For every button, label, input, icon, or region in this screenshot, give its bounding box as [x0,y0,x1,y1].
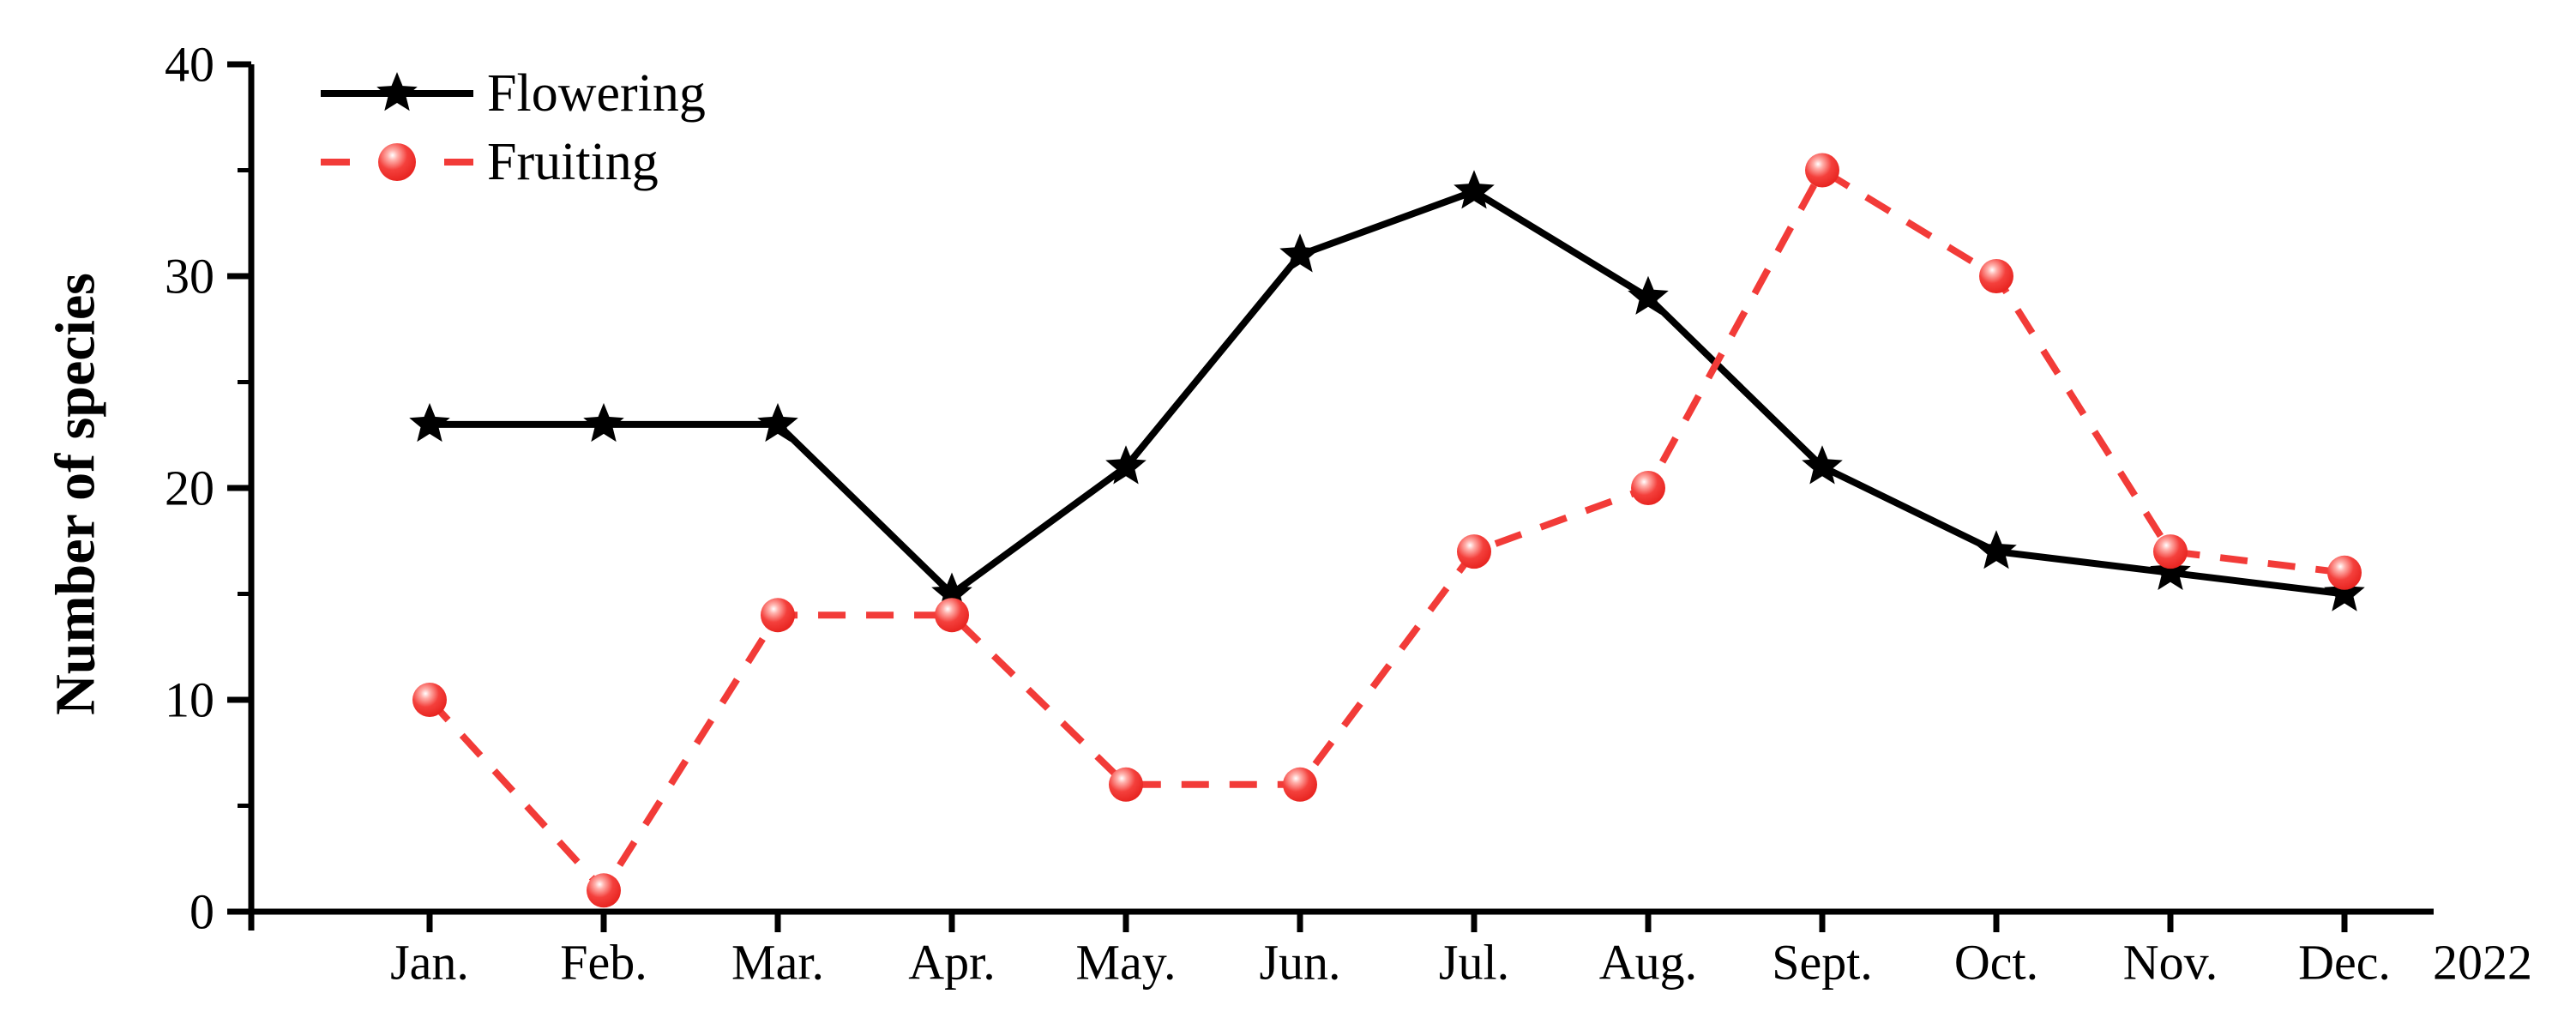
ball-marker [1457,534,1491,569]
star-marker [409,402,450,443]
x-tick-label: Dec. [2298,935,2391,991]
star-marker [1279,233,1321,273]
star-marker [1628,275,1669,315]
fruiting-line [427,165,2345,896]
x-tick-label: Feb. [560,935,647,991]
legend-label-fruiting: Fruiting [487,133,659,191]
y-tick-label: 20 [165,461,214,516]
star-marker [1802,445,1843,485]
ball-marker [587,873,621,908]
x-tick-label: Aug. [1599,935,1697,991]
y-tick-label: 40 [165,37,214,93]
ball-marker [935,598,969,633]
star-marker [1976,530,2017,569]
x-axis-year-label: 2022 [2433,935,2532,991]
legend-marks [321,72,473,181]
ball-marker [1631,471,1665,505]
y-tick-label: 0 [190,884,214,940]
ball-marker [412,683,447,717]
data-series [409,153,2365,908]
x-tick-label: Mar. [731,935,824,991]
x-tick-label: Jul. [1439,935,1509,991]
star-marker [2150,551,2191,590]
x-tick-label: Apr. [908,935,996,991]
legend-star-marker [376,72,418,111]
star-marker [583,402,624,443]
axes: 0 10 20 30 40 Jan. Feb. Mar. Apr. May. Jun. Jul. Aug… [165,37,2434,991]
star-marker [1105,445,1147,485]
star-marker [757,402,798,443]
ball-marker [1283,767,1317,802]
x-tick-label: May. [1075,935,1176,991]
legend-ball-marker [378,143,416,181]
x-tick-label: Nov. [2123,935,2218,991]
ball-marker [2153,534,2188,569]
ball-marker [1805,153,1839,188]
ball-marker [1109,767,1143,802]
ball-marker [2327,555,2362,590]
x-tick-label: Jan. [390,935,469,991]
x-tick-label: Oct. [1954,935,2038,991]
star-marker [1454,170,1495,209]
x-tick-label: Jun. [1259,935,1340,991]
y-axis-title: Number of species [45,273,107,715]
x-tick-label: Sept. [1772,935,1873,991]
ball-marker [1979,259,2013,293]
legend: Flowering Fruiting [321,64,706,191]
star-marker [2324,572,2365,611]
flowering-line [430,187,2345,599]
legend-label-flowering: Flowering [487,64,706,123]
ball-marker [761,598,795,633]
y-tick-label: 30 [165,249,214,304]
y-tick-label: 10 [165,672,214,728]
star-marker [931,572,972,611]
